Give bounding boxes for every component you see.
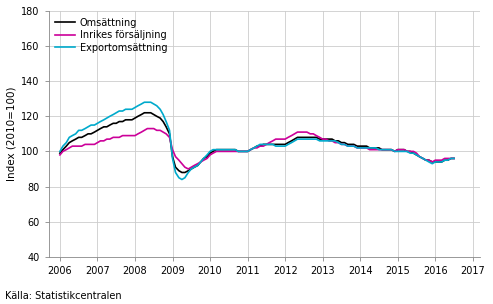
Omsättning xyxy=(298,136,304,139)
Inrikes försäljning xyxy=(451,157,457,160)
Exportomsättning xyxy=(314,137,319,141)
Exportomsättning xyxy=(57,150,63,153)
Exportomsättning xyxy=(141,100,147,104)
Exportomsättning xyxy=(179,178,185,181)
Text: Källa: Statistikcentralen: Källa: Statistikcentralen xyxy=(5,291,122,301)
Inrikes försäljning xyxy=(429,160,435,164)
Inrikes försäljning xyxy=(291,132,297,136)
Exportomsättning xyxy=(429,162,435,165)
Line: Exportomsättning: Exportomsättning xyxy=(60,102,454,179)
Omsättning xyxy=(57,151,63,155)
Omsättning xyxy=(76,136,82,139)
Omsättning xyxy=(141,111,147,115)
Omsättning xyxy=(451,157,457,160)
Omsättning xyxy=(291,137,297,141)
Omsättning xyxy=(395,148,401,151)
Inrikes försäljning xyxy=(395,148,401,151)
Exportomsättning xyxy=(395,150,401,153)
Line: Inrikes försäljning: Inrikes försäljning xyxy=(60,129,454,169)
Inrikes försäljning xyxy=(144,127,150,130)
Y-axis label: Index (2010=100): Index (2010=100) xyxy=(7,87,17,181)
Legend: Omsättning, Inrikes försäljning, Exportomsättning: Omsättning, Inrikes försäljning, Exporto… xyxy=(54,16,169,54)
Omsättning xyxy=(314,136,319,139)
Omsättning xyxy=(429,160,435,164)
Inrikes försäljning xyxy=(76,144,82,148)
Inrikes försäljning xyxy=(298,130,304,134)
Omsättning xyxy=(179,171,185,174)
Exportomsättning xyxy=(291,139,297,143)
Exportomsättning xyxy=(76,129,82,132)
Exportomsättning xyxy=(451,157,457,160)
Inrikes försäljning xyxy=(185,167,191,171)
Exportomsättning xyxy=(298,137,304,141)
Inrikes försäljning xyxy=(57,153,63,157)
Inrikes försäljning xyxy=(314,134,319,137)
Line: Omsättning: Omsättning xyxy=(60,113,454,172)
